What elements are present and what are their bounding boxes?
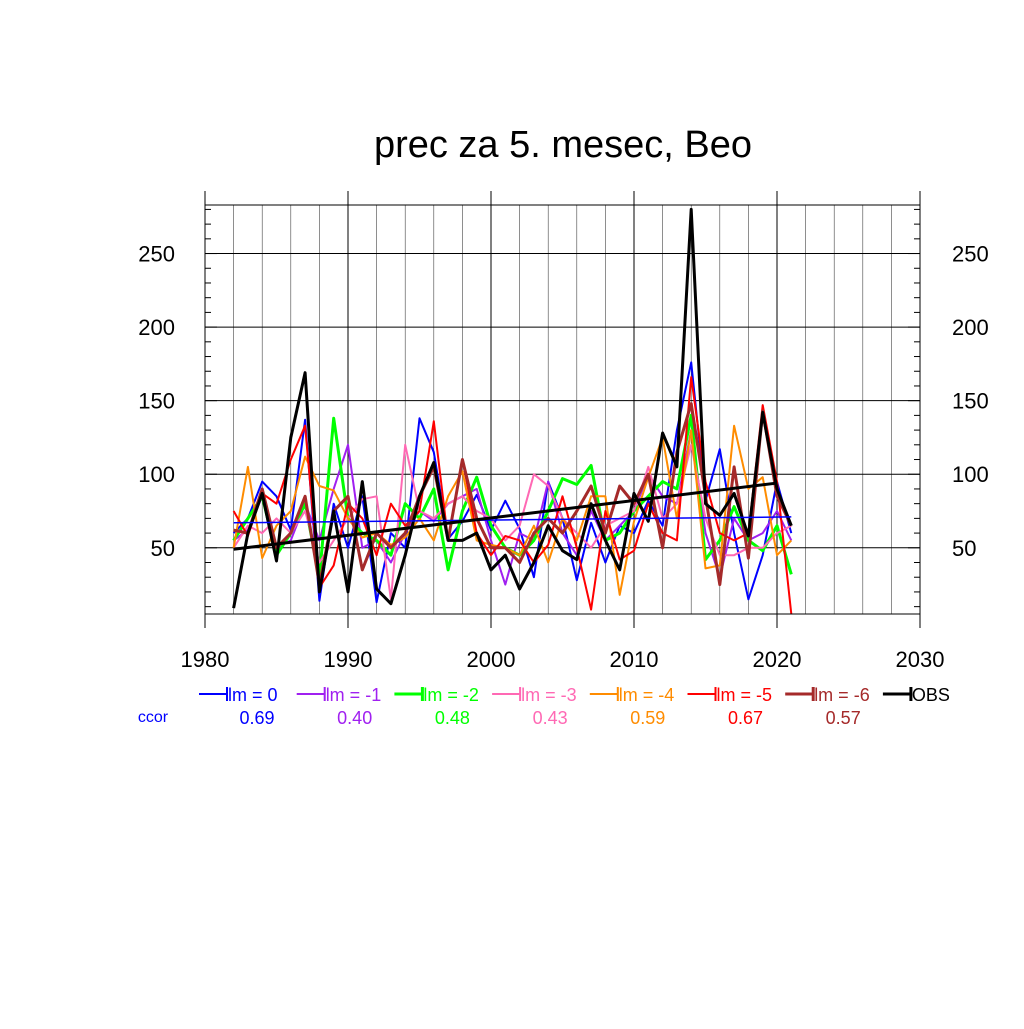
x-tick-label: 2010 [610, 647, 659, 672]
series-line-obs [232, 207, 793, 609]
legend-label: lm = -3 [521, 685, 577, 705]
legend: lm = 0 0.69 lm = -1 0.40 lm = -2 0.48 lm = -3 0… [138, 685, 950, 728]
ccor-value: 0.48 [435, 708, 470, 728]
legend-label: lm = 0 [228, 685, 278, 705]
y-tick-label-right: 150 [952, 389, 989, 414]
series-line-lm-5 [232, 376, 793, 615]
series-line-lm-4 [232, 424, 793, 596]
ccor-value: 0.67 [728, 708, 763, 728]
y-tick-label-left: 250 [138, 242, 175, 267]
ccor-value: 0.59 [630, 708, 665, 728]
axis-ticks [204, 191, 921, 628]
trend-line [233, 516, 792, 524]
x-tick-label: 2000 [467, 647, 516, 672]
y-tick-label-right: 200 [952, 315, 989, 340]
series-lines [232, 207, 793, 615]
legend-label: lm = -2 [423, 685, 479, 705]
y-tick-label-right: 50 [952, 536, 976, 561]
y-tick-label-left: 50 [151, 536, 175, 561]
ccor-label: ccor [138, 709, 169, 726]
x-tick-label: 2030 [896, 647, 945, 672]
x-tick-label: 2020 [753, 647, 802, 672]
y-tick-label-left: 200 [138, 315, 175, 340]
legend-label: lm = -6 [814, 685, 870, 705]
ccor-value: 0.69 [239, 708, 274, 728]
legend-label: lm = -1 [326, 685, 382, 705]
trend-line [233, 481, 778, 551]
tick-labels: 1980 1990 2000 2010 2020 2030 50 50 100 100 150 150… [138, 242, 988, 672]
x-tick-label: 1980 [181, 647, 230, 672]
grid [204, 205, 921, 614]
plot-frame [204, 204, 921, 615]
legend-label: lm = -5 [717, 685, 773, 705]
y-tick-label-right: 250 [952, 242, 989, 267]
chart-title: prec za 5. mesec, Beo [374, 124, 752, 166]
ccor-value: 0.40 [337, 708, 372, 728]
y-tick-label-left: 100 [138, 462, 175, 487]
y-tick-label-left: 150 [138, 389, 175, 414]
y-tick-label-right: 100 [952, 462, 989, 487]
legend-label: lm = -4 [619, 685, 675, 705]
ccor-value: 0.43 [533, 708, 568, 728]
ccor-value: 0.57 [826, 708, 861, 728]
legend-label: OBS [912, 685, 950, 705]
x-tick-label: 1990 [324, 647, 373, 672]
